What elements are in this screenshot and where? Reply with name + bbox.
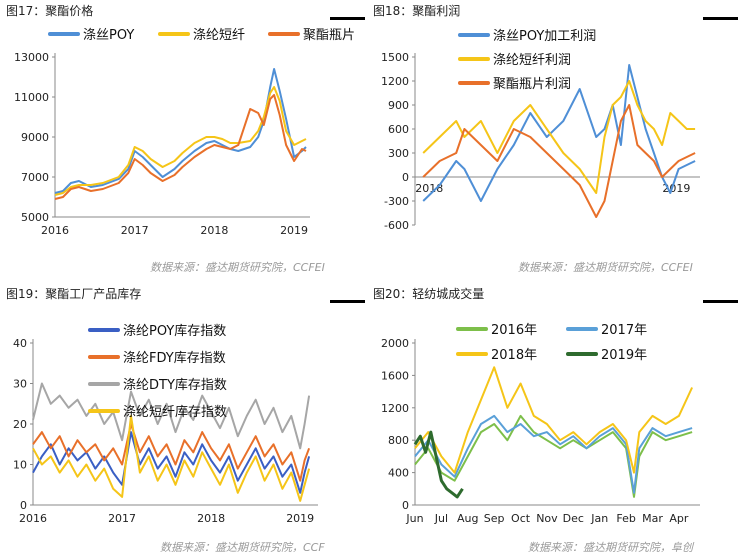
legend-label: 聚酯瓶片 [303, 28, 355, 43]
x-tick-label: Dec [563, 512, 584, 525]
chart-polyester-price: 5000 7000 9000 11000 13000 2016 2017 2018 2019 涤丝… [14, 28, 355, 237]
y-tick-label: 1200 [381, 75, 409, 88]
legend-label: 2019年 [601, 348, 647, 363]
y-tick-label: 10 [13, 459, 27, 472]
figure-title: 图19：聚酯工厂产品库存 [6, 287, 142, 301]
x-tick-label: Oct [511, 512, 531, 525]
x-tick-label: Jan [590, 512, 608, 525]
y-tick-label: 40 [13, 337, 27, 350]
series-line-1 [32, 423, 311, 482]
y-tick-label: 0 [20, 499, 27, 512]
x-tick-label: 2019 [286, 512, 314, 525]
legend-label: 涤纶短纤利润 [493, 53, 571, 68]
title-bar [703, 300, 738, 303]
y-tick-label: 0 [402, 499, 409, 512]
x-tick-label: Jul [434, 512, 448, 525]
source-note: 数据来源：盛达期货研究院，CCFEI [150, 261, 325, 274]
y-tick-label: 900 [388, 99, 409, 112]
legend-label: 涤纶POY库存指数 [123, 323, 226, 339]
source-note: 数据来源：盛达期货研究院，CCF [160, 541, 325, 554]
figure-title: 图20：轻纺城成交量 [373, 287, 485, 301]
y-tick-label: 300 [388, 147, 409, 160]
y-tick-label: 5000 [21, 211, 49, 224]
series-line-3 [32, 414, 311, 502]
panel-polyester-profit: 图18：聚酯利润 -600 -300 0 300 600 900 1200 1500 2018 2… [370, 0, 741, 276]
y-tick-label: 1200 [381, 402, 409, 415]
legend-label: 涤纶短纤库存指数 [123, 404, 227, 420]
source-note: 数据来源：盛达期货研究院，CCFEI [518, 261, 693, 274]
y-tick-label: 800 [388, 434, 409, 447]
legend-label: 涤纶DTY库存指数 [123, 377, 227, 393]
y-tick-label: 2000 [381, 337, 409, 350]
y-tick-label: 9000 [21, 131, 49, 144]
x-tick-label: Sep [484, 512, 505, 525]
y-tick-label: 13000 [14, 51, 49, 64]
y-tick-label: 400 [388, 467, 409, 480]
series-line-2 [32, 382, 311, 450]
series-line-1 [414, 414, 693, 494]
legend-label: 涤纶FDY库存指数 [123, 350, 226, 366]
legend-label: 2017年 [601, 323, 647, 338]
x-tick-label: 2017 [121, 224, 149, 237]
y-tick-label: 0 [402, 171, 409, 184]
x-tick-label: Aug [457, 512, 478, 525]
legend-label: 2016年 [491, 323, 537, 338]
series-line-0 [54, 68, 307, 194]
y-tick-label: -300 [384, 195, 409, 208]
panel-factory-inventory: 图19：聚酯工厂产品库存 0 10 20 30 40 2016 2017 2018 2019 涤纶… [0, 283, 370, 559]
x-tick-label: Feb [616, 512, 635, 525]
series-line-2 [414, 366, 694, 474]
figure-title: 图18：聚酯利润 [373, 4, 461, 18]
x-tick-label: 2018 [197, 512, 225, 525]
legend-label: 2018年 [491, 348, 537, 363]
y-tick-label: 30 [13, 378, 27, 391]
title-bar [330, 17, 365, 20]
panel-polyester-price: 图17：聚酯价格 5000 7000 9000 11000 13000 2016 2017 2… [0, 0, 370, 276]
panel-textile-city-volume: 图20：轻纺城成交量 0 400 800 1200 1600 2000 Jun Jul Aug S… [370, 283, 741, 559]
x-tick-label: Apr [669, 512, 689, 525]
series-line-1 [422, 80, 696, 194]
chart-textile-city-volume: 0 400 800 1200 1600 2000 Jun Jul Aug Sep Oct Nov Dec… [381, 323, 700, 525]
chart-factory-inventory: 0 10 20 30 40 2016 2017 2018 2019 涤纶POY库存指数涤纶FDY库… [13, 323, 318, 525]
y-tick-label: -600 [384, 219, 409, 232]
series-line-1 [54, 86, 307, 196]
x-tick-label: 2019 [280, 224, 308, 237]
x-tick-label: Jun [405, 512, 423, 525]
x-tick-label: Mar [642, 512, 663, 525]
x-tick-label: Nov [536, 512, 558, 525]
series-line-2 [54, 94, 307, 200]
legend-label: 涤丝POY [83, 28, 134, 43]
y-tick-label: 1600 [381, 369, 409, 382]
source-note: 数据来源：盛达期货研究院，阜创 [528, 541, 693, 554]
series-line-0 [422, 64, 696, 202]
x-tick-label: 2016 [19, 512, 47, 525]
series-line-0 [32, 431, 311, 494]
legend-label: 聚酯瓶片利润 [493, 77, 571, 92]
series-line-2 [422, 104, 696, 218]
x-tick-label: 2017 [108, 512, 136, 525]
x-tick-label: 2016 [41, 224, 69, 237]
y-tick-label: 20 [13, 418, 27, 431]
x-tick-label: 2018 [415, 182, 443, 195]
y-tick-label: 7000 [21, 171, 49, 184]
series-line-0 [414, 414, 693, 498]
y-tick-label: 11000 [14, 91, 49, 104]
legend-label: 涤丝POY加工利润 [493, 29, 596, 44]
title-bar [703, 17, 738, 20]
x-tick-label: 2018 [200, 224, 228, 237]
y-tick-label: 600 [388, 123, 409, 136]
y-tick-label: 1500 [381, 51, 409, 64]
figure-title: 图17：聚酯价格 [6, 4, 94, 18]
legend-label: 涤纶短纤 [193, 28, 245, 43]
title-bar [330, 300, 365, 303]
series-line-3 [413, 430, 464, 499]
